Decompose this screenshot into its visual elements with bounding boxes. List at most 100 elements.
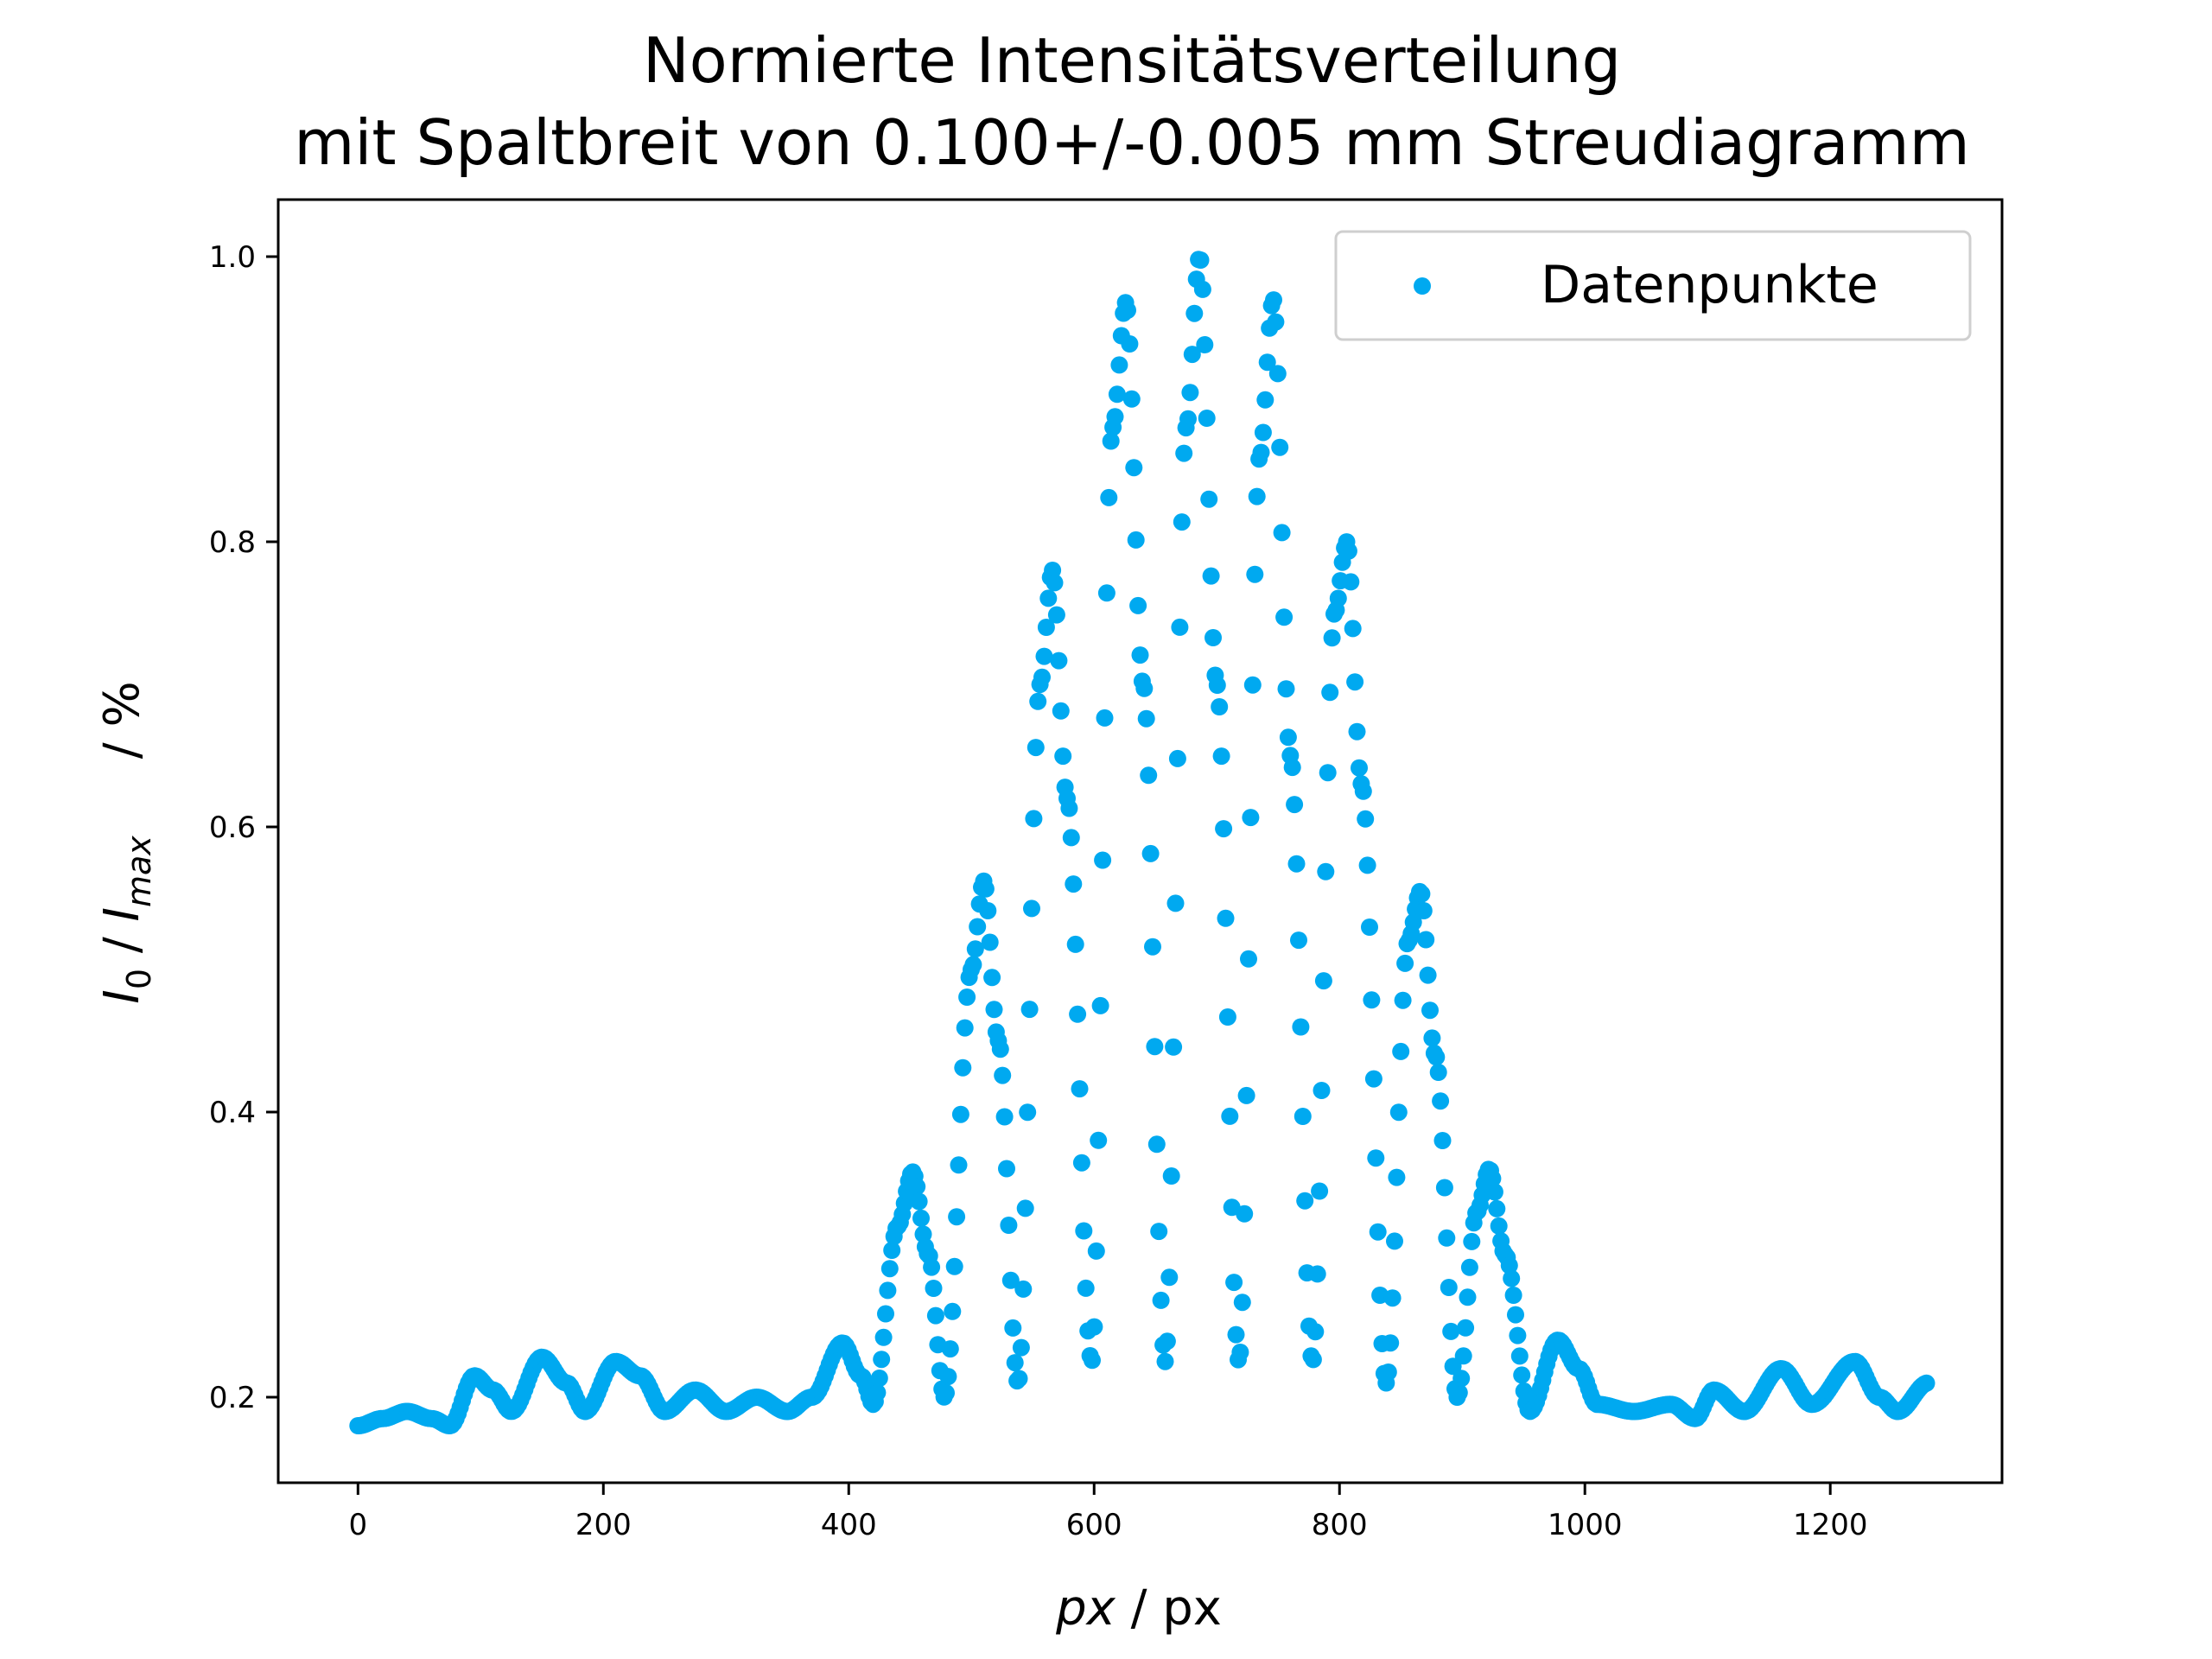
data-point [964,956,982,974]
data-point [1196,336,1214,353]
data-point [1020,1001,1039,1019]
data-point [956,1019,974,1037]
data-point [1369,1223,1387,1241]
data-point [995,1108,1014,1126]
data-point [1503,1269,1521,1287]
data-point [908,1178,926,1196]
x-tick-label: 600 [1066,1508,1122,1542]
data-point [976,880,995,898]
data-point [1010,1370,1028,1388]
data-point [1192,251,1210,269]
data-point [1287,855,1306,873]
data-point [1183,346,1201,364]
data-point [1417,931,1435,949]
data-point [1460,1258,1478,1276]
data-point [1275,608,1294,626]
data-point [1119,302,1136,320]
data-point [1432,1092,1450,1110]
legend-marker [1414,277,1431,295]
data-point [1268,365,1287,383]
data-point [1429,1064,1447,1081]
data-point [994,1066,1012,1084]
data-point [1323,629,1341,647]
data-point [926,1306,944,1325]
data-point [1108,385,1126,404]
data-point [1046,574,1064,592]
data-point [1069,1005,1087,1023]
data-point [1135,679,1154,697]
data-point [1060,799,1078,817]
data-point [1389,1103,1408,1122]
data-point [1198,410,1216,427]
data-point [1433,1132,1452,1149]
scatter-points [349,251,1936,1434]
data-point [1121,335,1139,353]
data-point [1202,567,1220,585]
data-point [1001,1271,1020,1289]
data-point [1166,894,1185,912]
data-point [1006,1354,1024,1372]
data-point [1127,531,1145,549]
data-point [874,1328,893,1346]
data-point [1181,384,1199,402]
data-point [1237,1086,1255,1104]
data-point [1342,573,1360,591]
data-point [1440,1279,1458,1296]
data-point [925,1280,943,1297]
data-point [1084,1351,1101,1370]
data-point [880,1260,899,1278]
data-point [941,1340,959,1358]
data-point [998,1160,1015,1178]
data-point [1242,809,1260,827]
data-point [1004,1319,1022,1337]
x-tick-label: 1200 [1793,1508,1868,1542]
data-point [1452,1370,1471,1388]
data-point [1294,1108,1312,1125]
data-point [1457,1319,1475,1337]
data-point [1131,646,1149,664]
data-point [1016,1199,1034,1217]
data-point [1485,1183,1503,1201]
data-point [1077,1279,1095,1297]
data-point [1162,1167,1180,1185]
data-point [1321,683,1339,702]
data-point [983,969,1001,987]
data-point [954,1058,972,1077]
data-point [1029,692,1047,710]
data-point [1146,1038,1164,1056]
data-point [923,1258,941,1276]
data-point [1243,676,1262,694]
data-point [1160,1268,1179,1287]
data-point [1454,1347,1472,1365]
data-point [1292,1018,1310,1036]
data-point [1404,913,1422,931]
data-point [1231,1344,1249,1361]
chart-title: Normierte Intensitätsverteilung [643,24,1621,97]
data-point [938,1384,955,1402]
data-point [1488,1199,1506,1217]
y-tick-label: 0.2 [209,1381,256,1415]
data-point [1507,1306,1524,1324]
x-axis: 0 200 400 600 800 1000 1200 [348,1483,1867,1542]
data-point [1094,851,1112,869]
data-point [879,1281,897,1300]
data-point [1463,1232,1481,1250]
data-point [1423,1029,1441,1047]
data-point [1339,542,1357,560]
data-point [1212,747,1230,766]
data-point [910,1192,928,1211]
data-point [1211,698,1229,715]
data-point [1091,996,1109,1014]
data-point [969,918,987,936]
data-point [985,1001,1003,1019]
y-axis-label: I0 / Imax / % [94,681,158,1003]
data-point [1065,875,1083,893]
data-point [944,1302,962,1320]
y-tick-label: 1.0 [209,240,256,275]
data-point [1225,1274,1243,1292]
data-point [950,1156,968,1174]
data-point [1100,488,1118,506]
data-point [1304,1351,1322,1369]
data-point [1052,702,1070,720]
data-point [1129,596,1147,614]
